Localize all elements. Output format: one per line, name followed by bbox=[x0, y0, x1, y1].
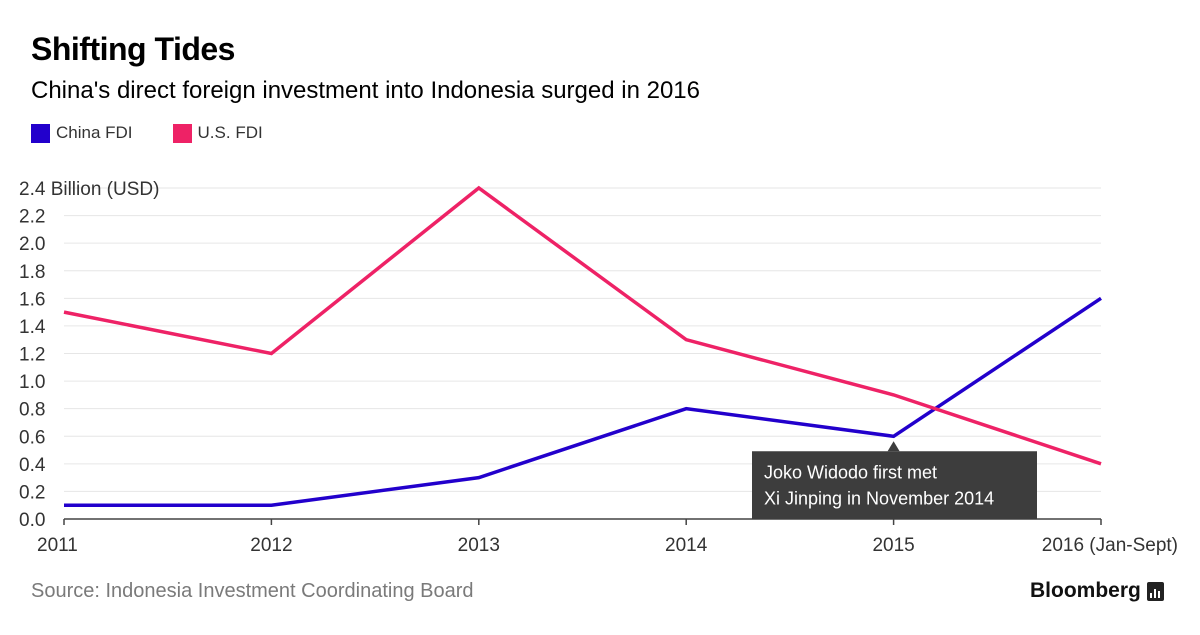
legend-label-china-fdi: China FDI bbox=[56, 123, 133, 142]
x-tick-label: 2016 (Jan-Sept) bbox=[1042, 535, 1178, 556]
x-tick-label: 2012 bbox=[250, 535, 292, 556]
y-tick-label: 1.0 bbox=[19, 372, 45, 393]
x-tick-label: 2011 bbox=[37, 535, 78, 556]
legend-item-us-fdi: U.S. FDI bbox=[172, 123, 263, 143]
brand-name: Bloomberg bbox=[1030, 579, 1141, 602]
legend-swatch-us-fdi bbox=[172, 123, 192, 143]
y-tick-label: 0.8 bbox=[19, 400, 45, 421]
y-tick-label: 1.4 bbox=[19, 317, 46, 338]
annotation-text: Joko Widodo first met bbox=[764, 462, 937, 482]
legend-swatch-china-fdi bbox=[31, 123, 50, 143]
chart-title: Shifting Tides bbox=[31, 31, 235, 67]
y-tick-label: 1.8 bbox=[19, 262, 45, 283]
legend-label-us-fdi: U.S. FDI bbox=[197, 123, 263, 142]
chart-subtitle: China's direct foreign investment into I… bbox=[31, 77, 700, 104]
y-tick-label: 0.0 bbox=[19, 510, 45, 531]
y-tick-label: 0.6 bbox=[19, 427, 45, 448]
legend-item-china-fdi: China FDI bbox=[31, 123, 133, 143]
bloomberg-logo: Bloomberg bbox=[1030, 579, 1164, 603]
annotation-pointer bbox=[887, 441, 900, 452]
series-line-u-s-fdi bbox=[63, 185, 1102, 466]
x-tick-label: 2013 bbox=[458, 535, 500, 556]
legend: China FDI U.S. FDI bbox=[31, 123, 263, 143]
y-tick-label: 0.4 bbox=[19, 455, 46, 476]
y-tick-label: 0.2 bbox=[19, 482, 45, 503]
y-tick-label: 2.0 bbox=[19, 234, 45, 255]
annotation-box bbox=[752, 451, 1037, 520]
source-note: Source: Indonesia Investment Coordinatin… bbox=[31, 580, 474, 602]
y-tick-label: 1.2 bbox=[19, 345, 45, 366]
x-tick-label: 2014 bbox=[665, 535, 708, 556]
x-tick-label: 2015 bbox=[872, 535, 914, 556]
annotation-text: Xi Jinping in November 2014 bbox=[764, 488, 994, 508]
y-tick-label: 2.4 Billion (USD) bbox=[19, 179, 159, 200]
series-line-china-fdi bbox=[64, 296, 1102, 507]
y-tick-label: 2.2 bbox=[19, 207, 45, 228]
bar-chart-icon bbox=[1146, 581, 1164, 601]
y-tick-label: 1.6 bbox=[19, 289, 45, 310]
